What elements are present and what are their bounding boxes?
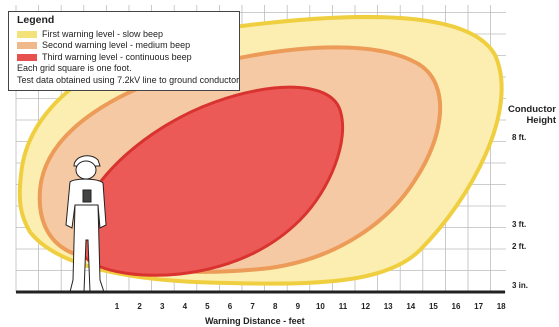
legend-label-third: Third warning level - continuous beep <box>42 51 192 62</box>
distance-tick-label: 5 <box>205 302 210 311</box>
height-label-8ft: 8 ft. <box>512 133 527 142</box>
legend-note-grid: Each grid square is one foot. <box>17 63 132 73</box>
conductor-height-title-line2: Height <box>526 115 556 126</box>
distance-tick-label: 6 <box>227 302 233 311</box>
worker-figure <box>65 155 107 293</box>
height-label-3ft: 3 ft. <box>512 220 527 229</box>
distance-tick-label: 4 <box>182 302 188 311</box>
conductor-height-title: Conductor Height <box>508 104 556 126</box>
legend-swatch-second <box>17 42 37 50</box>
distance-tick-label: 16 <box>451 302 461 311</box>
distance-tick-label: 15 <box>428 302 438 311</box>
legend-swatch-first <box>17 30 37 38</box>
warning-device-icon <box>82 189 92 203</box>
legend-title: Legend <box>17 14 55 26</box>
legend-item-second: Second warning level - medium beep <box>17 40 233 52</box>
distance-tick-label: 7 <box>250 302 255 311</box>
distance-tick-label: 18 <box>496 302 506 311</box>
conductor-height-title-line1: Conductor <box>507 104 556 115</box>
legend-label-second: Second warning level - medium beep <box>42 40 191 50</box>
legend-item-first: First warning level - slow beep <box>17 29 233 41</box>
height-label-2ft: 2 ft. <box>512 242 527 251</box>
worker-head <box>75 160 97 180</box>
worker-legs <box>69 204 105 293</box>
height-label-3in: 3 in. <box>512 281 529 290</box>
distance-tick-label: 17 <box>474 302 484 311</box>
distance-tick-label: 11 <box>338 302 348 311</box>
legend: Legend First warning level - slow beep S… <box>8 11 240 91</box>
distance-tick-label: 1 <box>114 302 120 311</box>
legend-swatch-third <box>17 53 37 61</box>
distance-axis-title: Warning Distance - feet <box>205 316 305 326</box>
legend-item-third: Third warning level - continuous beep <box>17 52 233 64</box>
distance-tick-label: 13 <box>383 302 393 311</box>
legend-label-first: First warning level - slow beep <box>42 28 164 39</box>
third-warning-zone <box>75 85 345 277</box>
distance-tick-label: 2 <box>137 302 142 311</box>
distance-tick-label: 3 <box>159 302 165 311</box>
distance-tick-label: 14 <box>406 302 416 311</box>
distance-tick-label: 9 <box>295 302 301 311</box>
distance-tick-label: 10 <box>315 302 325 311</box>
distance-tick-label: 12 <box>361 302 371 311</box>
distance-tick-label: 8 <box>272 302 278 311</box>
legend-note-test: Test data obtained using 7.2kV line to g… <box>17 74 240 85</box>
